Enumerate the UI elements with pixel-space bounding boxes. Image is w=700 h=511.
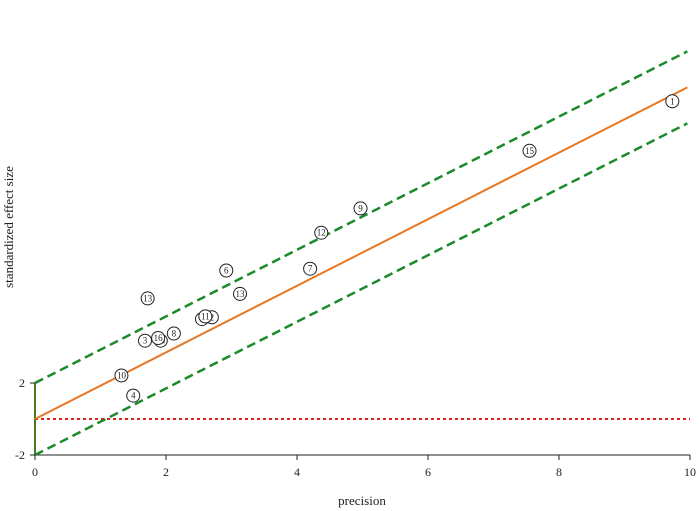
point-label: 11 [201,311,210,321]
point-marker [303,261,318,276]
data-point-13: 13 [233,286,248,301]
regression-line [34,86,688,420]
point-marker [353,201,368,216]
point-label: 15 [525,146,535,156]
point-label: 3 [143,336,148,346]
x-axis-label: precision [338,493,386,508]
point-label: 12 [317,228,326,238]
point-label: 8 [172,329,177,339]
x-tick-label: 8 [556,465,562,479]
data-point-1: 1 [665,94,680,109]
lower-bound-line [34,122,688,457]
data-point-12: 12 [314,225,329,240]
point-label: 4 [131,391,136,401]
point-label: 6 [224,266,229,276]
point-marker [126,388,141,403]
x-tick-label: 6 [425,465,431,479]
data-point-4: 4 [126,388,141,403]
data-point-10: 10 [114,368,129,383]
y-tick-label: 2 [19,376,25,390]
data-point-7: 7 [303,261,318,276]
data-point-8: 8 [166,326,181,341]
data-point-6: 6 [219,263,234,278]
data-point-3: 3 [138,333,153,348]
data-point-15: 15 [522,143,537,158]
point-marker [140,291,155,306]
data-point-11: 11 [198,309,213,324]
point-marker [314,225,329,240]
data-points: 1234567891011121313141516 [114,94,680,403]
point-marker [233,286,248,301]
plot-lines [34,50,690,457]
point-marker [114,368,129,383]
point-marker [151,331,166,345]
axes: 0 2 4 6 8 10 -2 2 [15,376,696,479]
point-label: 9 [358,203,363,213]
data-point-9: 9 [353,201,368,216]
point-label: 16 [154,333,164,343]
point-marker [138,333,153,348]
point-label: 13 [236,289,246,299]
point-marker [665,94,680,109]
upper-bound-line [34,50,688,385]
point-marker [198,309,213,324]
point-marker [166,326,181,341]
y-tick-label: -2 [15,448,25,462]
point-label: 10 [117,370,127,380]
point-label: 13 [143,293,153,303]
x-tick-label: 2 [163,465,169,479]
x-tick-label: 4 [294,465,300,479]
data-point-16: 16 [151,331,166,345]
y-axis-label: standardized effect size [1,166,16,288]
point-label: 7 [308,264,313,274]
x-tick-label: 0 [32,465,38,479]
point-label: 1 [670,96,675,106]
x-tick-label: 10 [684,465,696,479]
point-marker [219,263,234,278]
data-point-13: 13 [140,291,155,306]
point-marker [522,143,537,158]
